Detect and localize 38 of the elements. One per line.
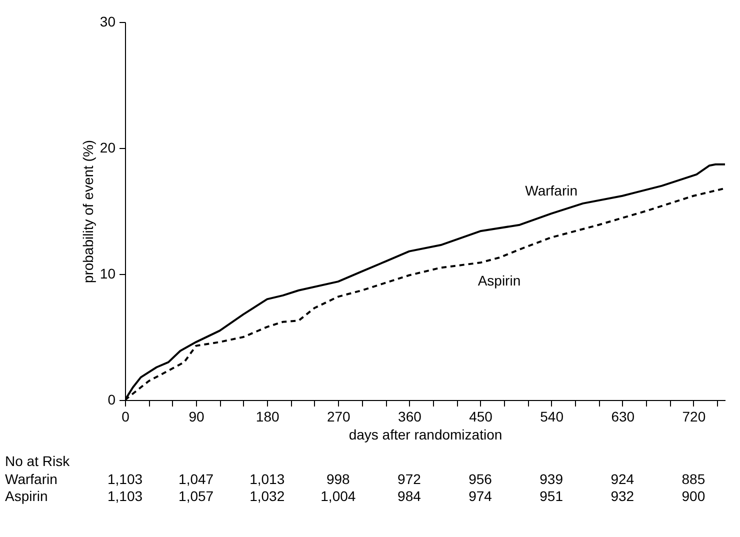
series-label: Aspirin <box>478 272 521 289</box>
text: 998 <box>326 471 350 487</box>
text: 956 <box>468 471 492 487</box>
text: 1,057 <box>178 488 214 504</box>
x-tick-label: 540 <box>540 408 564 424</box>
text: 1,103 <box>107 488 143 504</box>
x-tick-label: 180 <box>256 408 280 424</box>
x-tick-label: 720 <box>682 408 706 424</box>
x-axis-title: days after randomization <box>348 426 502 442</box>
y-tick-label: 0 <box>108 392 116 408</box>
text: 900 <box>682 488 706 504</box>
y-tick-label: 10 <box>100 266 116 282</box>
text: 984 <box>398 488 422 504</box>
text: 972 <box>398 471 422 487</box>
x-tick-label: 270 <box>326 408 351 424</box>
x-tick-label: 0 <box>122 408 130 424</box>
text: 924 <box>610 471 634 487</box>
text: Warfarin <box>5 471 58 487</box>
text: No at Risk <box>5 453 71 469</box>
y-tick-label: 20 <box>100 140 116 156</box>
text: 1,103 <box>107 471 143 487</box>
text: 939 <box>540 471 564 487</box>
text: 1,032 <box>250 488 285 504</box>
text: 1,004 <box>320 488 356 504</box>
text: Aspirin <box>5 488 48 504</box>
text: 885 <box>682 471 706 487</box>
y-tick-label: 30 <box>100 14 116 30</box>
x-tick-label: 90 <box>188 408 205 424</box>
text: 974 <box>468 488 492 504</box>
x-tick-label: 360 <box>398 408 422 424</box>
series-label: Warfarin <box>525 182 578 199</box>
y-axis-title: probability of event (%) <box>80 140 96 284</box>
x-tick-label: 450 <box>469 408 493 424</box>
text: 1,013 <box>250 471 285 487</box>
text: 951 <box>540 488 564 504</box>
text: 1,047 <box>178 471 214 487</box>
text: 932 <box>610 488 634 504</box>
x-tick-label: 630 <box>611 408 635 424</box>
